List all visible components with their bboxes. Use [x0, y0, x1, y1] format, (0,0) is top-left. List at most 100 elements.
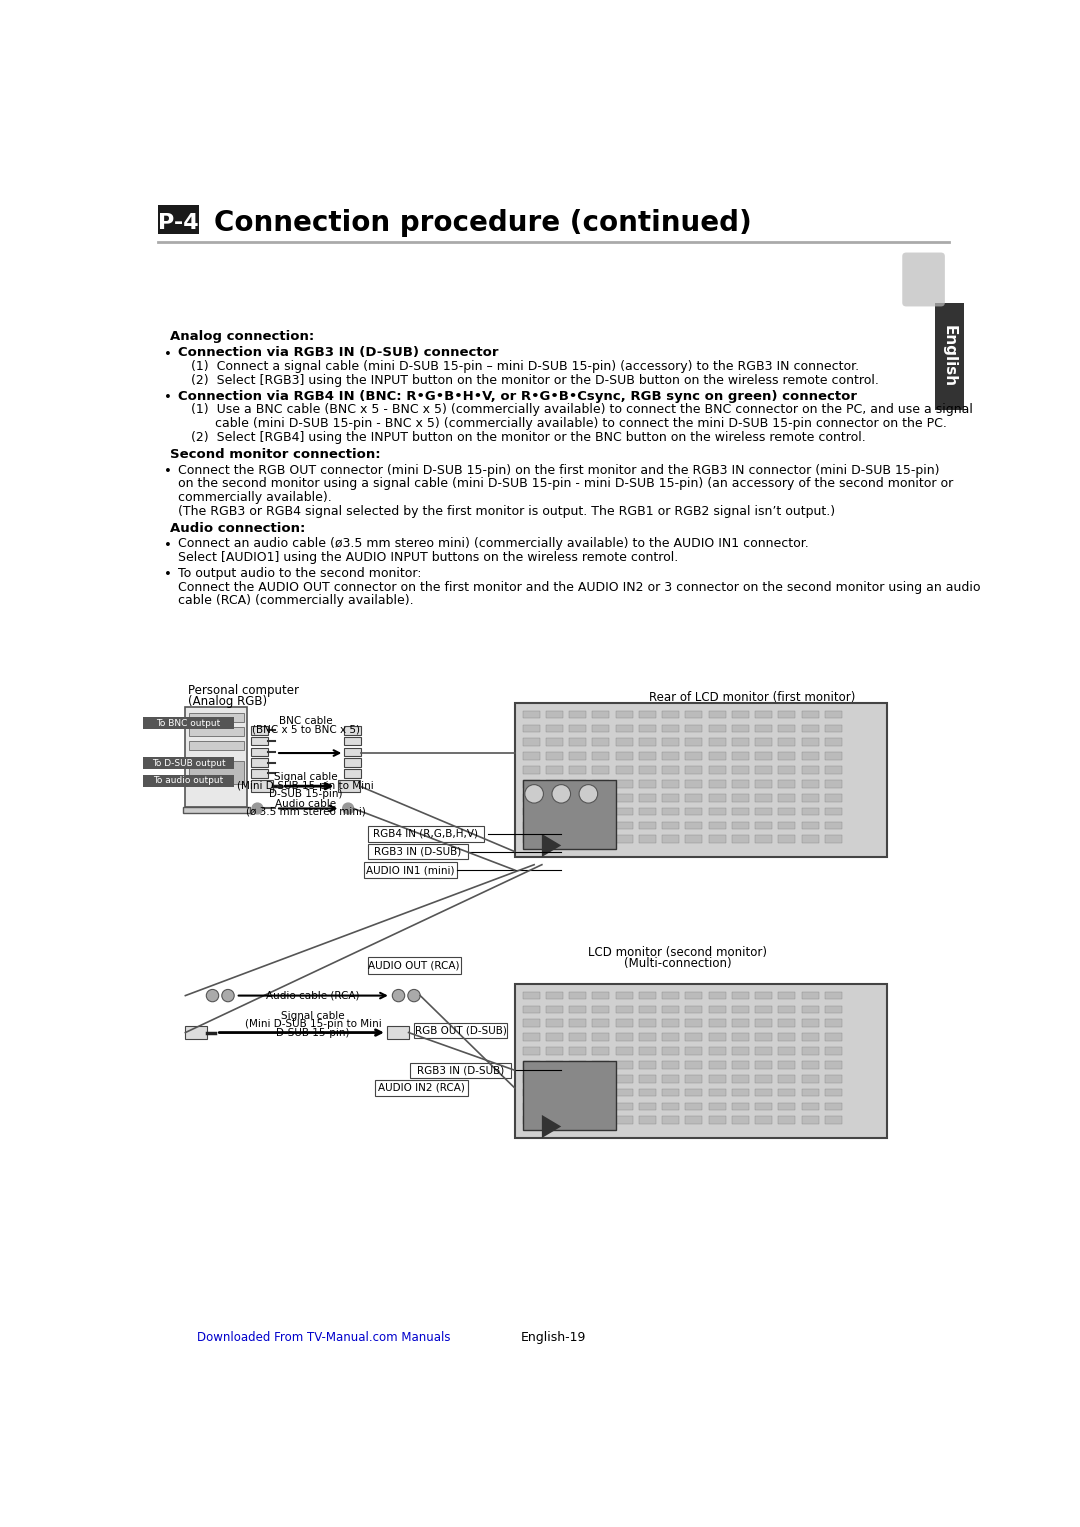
FancyBboxPatch shape: [523, 1006, 540, 1014]
FancyBboxPatch shape: [662, 1020, 679, 1028]
FancyBboxPatch shape: [545, 767, 563, 774]
FancyBboxPatch shape: [662, 1116, 679, 1124]
FancyBboxPatch shape: [616, 822, 633, 829]
FancyBboxPatch shape: [755, 739, 772, 747]
FancyBboxPatch shape: [755, 1061, 772, 1069]
FancyBboxPatch shape: [523, 724, 540, 733]
Text: To output audio to the second monitor:: To output audio to the second monitor:: [177, 567, 421, 580]
FancyBboxPatch shape: [592, 1048, 609, 1055]
Text: English: English: [942, 325, 957, 388]
Text: Audio cable: Audio cable: [275, 799, 336, 809]
Text: (ø 3.5 mm stereo mini): (ø 3.5 mm stereo mini): [245, 806, 365, 817]
FancyBboxPatch shape: [779, 1102, 795, 1110]
FancyBboxPatch shape: [616, 767, 633, 774]
FancyBboxPatch shape: [523, 1075, 540, 1083]
FancyBboxPatch shape: [825, 808, 841, 815]
FancyBboxPatch shape: [367, 957, 460, 974]
FancyBboxPatch shape: [755, 780, 772, 788]
FancyBboxPatch shape: [825, 991, 841, 1000]
FancyBboxPatch shape: [345, 727, 362, 734]
FancyBboxPatch shape: [569, 1006, 586, 1014]
FancyBboxPatch shape: [638, 1089, 656, 1096]
Text: Audio cable (RCA): Audio cable (RCA): [267, 989, 360, 1000]
FancyBboxPatch shape: [186, 1026, 207, 1038]
FancyBboxPatch shape: [569, 1089, 586, 1096]
FancyBboxPatch shape: [638, 780, 656, 788]
Text: (The RGB3 or RGB4 signal selected by the first monitor is output. The RGB1 or RG: (The RGB3 or RGB4 signal selected by the…: [177, 505, 835, 518]
Text: cable (RCA) (commercially available).: cable (RCA) (commercially available).: [177, 594, 414, 608]
FancyBboxPatch shape: [708, 1034, 726, 1041]
Text: Audio connection:: Audio connection:: [170, 522, 306, 534]
FancyBboxPatch shape: [662, 724, 679, 733]
FancyBboxPatch shape: [708, 710, 726, 718]
FancyBboxPatch shape: [345, 738, 362, 745]
FancyBboxPatch shape: [616, 1102, 633, 1110]
Text: (2)  Select [RGB4] using the INPUT button on the monitor or the BNC button on th: (2) Select [RGB4] using the INPUT button…: [191, 431, 865, 444]
FancyBboxPatch shape: [662, 822, 679, 829]
FancyBboxPatch shape: [779, 767, 795, 774]
FancyBboxPatch shape: [638, 739, 656, 747]
FancyBboxPatch shape: [592, 991, 609, 1000]
Text: Second monitor connection:: Second monitor connection:: [170, 447, 380, 461]
FancyBboxPatch shape: [685, 739, 702, 747]
FancyBboxPatch shape: [523, 1102, 540, 1110]
FancyBboxPatch shape: [662, 753, 679, 760]
FancyBboxPatch shape: [732, 710, 748, 718]
FancyBboxPatch shape: [685, 710, 702, 718]
Text: AUDIO IN1 (mini): AUDIO IN1 (mini): [366, 866, 455, 875]
FancyBboxPatch shape: [708, 1102, 726, 1110]
FancyBboxPatch shape: [732, 1075, 748, 1083]
FancyBboxPatch shape: [779, 1006, 795, 1014]
Text: Signal cable: Signal cable: [273, 773, 337, 782]
FancyBboxPatch shape: [345, 770, 362, 777]
Text: To BNC output: To BNC output: [157, 719, 220, 727]
FancyBboxPatch shape: [685, 1075, 702, 1083]
FancyBboxPatch shape: [685, 1102, 702, 1110]
FancyBboxPatch shape: [825, 767, 841, 774]
FancyBboxPatch shape: [662, 780, 679, 788]
FancyBboxPatch shape: [159, 205, 199, 234]
FancyBboxPatch shape: [755, 822, 772, 829]
FancyBboxPatch shape: [545, 1048, 563, 1055]
FancyBboxPatch shape: [616, 808, 633, 815]
FancyBboxPatch shape: [801, 822, 819, 829]
FancyBboxPatch shape: [545, 1102, 563, 1110]
FancyBboxPatch shape: [592, 767, 609, 774]
FancyBboxPatch shape: [662, 1034, 679, 1041]
FancyBboxPatch shape: [685, 1048, 702, 1055]
FancyBboxPatch shape: [616, 710, 633, 718]
Text: (Analog RGB): (Analog RGB): [188, 695, 267, 707]
FancyBboxPatch shape: [801, 1116, 819, 1124]
FancyBboxPatch shape: [523, 780, 540, 788]
FancyBboxPatch shape: [801, 1075, 819, 1083]
Text: commercially available).: commercially available).: [177, 492, 332, 504]
FancyBboxPatch shape: [616, 1048, 633, 1055]
FancyBboxPatch shape: [616, 1089, 633, 1096]
Text: (Mini D-SUB 15-pin to Mini: (Mini D-SUB 15-pin to Mini: [245, 1020, 381, 1029]
FancyBboxPatch shape: [708, 822, 726, 829]
FancyBboxPatch shape: [801, 794, 819, 802]
FancyBboxPatch shape: [616, 739, 633, 747]
FancyBboxPatch shape: [779, 1034, 795, 1041]
Text: cable (mini D-SUB 15-pin - BNC x 5) (commercially available) to connect the mini: cable (mini D-SUB 15-pin - BNC x 5) (com…: [191, 417, 947, 431]
FancyBboxPatch shape: [616, 1034, 633, 1041]
FancyBboxPatch shape: [414, 1023, 507, 1038]
FancyBboxPatch shape: [902, 252, 945, 307]
FancyBboxPatch shape: [825, 710, 841, 718]
FancyBboxPatch shape: [592, 1006, 609, 1014]
FancyBboxPatch shape: [662, 710, 679, 718]
FancyBboxPatch shape: [779, 1048, 795, 1055]
FancyBboxPatch shape: [569, 753, 586, 760]
FancyBboxPatch shape: [616, 1006, 633, 1014]
FancyBboxPatch shape: [708, 1116, 726, 1124]
Text: AUDIO OUT (RCA): AUDIO OUT (RCA): [368, 960, 460, 971]
Text: Personal computer: Personal computer: [188, 684, 299, 696]
FancyBboxPatch shape: [592, 1089, 609, 1096]
FancyBboxPatch shape: [638, 835, 656, 843]
FancyBboxPatch shape: [755, 1020, 772, 1028]
FancyBboxPatch shape: [592, 1020, 609, 1028]
FancyBboxPatch shape: [523, 794, 540, 802]
FancyBboxPatch shape: [638, 767, 656, 774]
FancyBboxPatch shape: [515, 983, 887, 1138]
FancyBboxPatch shape: [755, 991, 772, 1000]
